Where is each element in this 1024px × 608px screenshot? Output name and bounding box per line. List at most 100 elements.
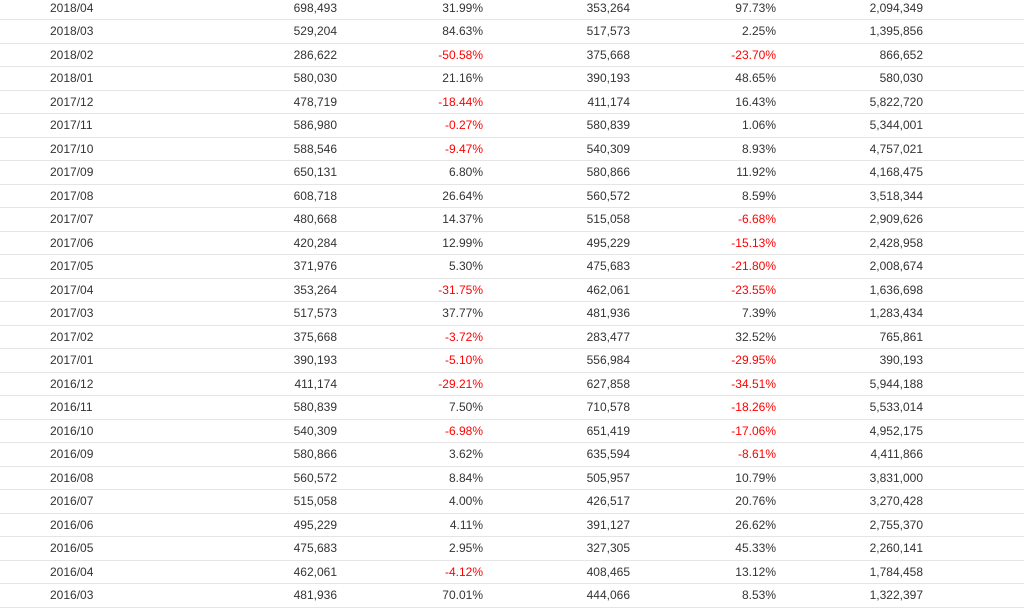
cell-value-a: 495,229 [150,513,337,537]
cell-value-b: 444,066 [483,583,630,608]
cell-change-b: -6.68% [630,207,776,232]
table-row: 2017/02 375,668 -3.72% 283,477 32.52% 765,861… [0,325,1024,349]
cell-value-b: 635,594 [483,442,630,467]
cell-month: 2016/11 [0,395,150,420]
cell-value-a: 580,839 [150,395,337,420]
cell-change-a: 84.63% [337,19,483,44]
cell-change-b: 48.65% [630,66,776,91]
cell-change-b: 20.76% [630,489,776,514]
cell-value-b: 481,936 [483,301,630,326]
cell-cumulative: 1,283,434 [776,301,923,326]
cell-change-b: 16.43% [630,90,776,114]
cell-change-b: 8.53% [630,583,776,608]
cell-change-c: -11.13% [923,254,1024,279]
cell-month: 2018/03 [0,19,150,44]
cell-cumulative: 3,831,000 [776,466,923,490]
cell-change-b: -34.51% [630,372,776,396]
cell-month: 2018/02 [0,43,150,67]
cell-value-a: 286,622 [150,43,337,67]
cell-value-a: 481,936 [150,583,337,608]
cell-cumulative: 2,909,626 [776,207,923,232]
cell-change-c: -3.94% [923,137,1024,161]
cell-change-b: 1.06% [630,113,776,138]
cell-month: 2018/01 [0,66,150,91]
cell-change-a: 2.95% [337,536,483,561]
cell-change-c: -5.52% [923,160,1024,185]
cell-change-c: 48.65% [923,66,1024,91]
cell-change-c: 15.28% [923,583,1024,608]
cell-value-a: 475,683 [150,536,337,561]
cell-change-c: 6.32% [923,395,1024,420]
cell-change-a: -50.58% [337,43,483,67]
cell-value-a: 420,284 [150,231,337,255]
cell-month: 2016/12 [0,372,150,396]
cell-change-c: -8.16% [923,184,1024,208]
cell-value-b: 408,465 [483,560,630,584]
cell-change-b: 7.39% [630,301,776,326]
cell-change-b: 97.73% [630,0,776,20]
cell-cumulative: 1,395,856 [776,19,923,44]
cell-month: 2017/02 [0,325,150,349]
cell-change-a: 7.50% [337,395,483,420]
cell-change-a: 12.99% [337,231,483,255]
cell-cumulative: 580,030 [776,66,923,91]
cell-change-a: 3.62% [337,442,483,467]
table-row: 2017/08 608,718 26.64% 560,572 8.59% 3,518,34… [0,184,1024,208]
cell-month: 2017/07 [0,207,150,232]
cell-cumulative: 3,270,428 [776,489,923,514]
cell-change-a: 14.37% [337,207,483,232]
cell-value-a: 478,719 [150,90,337,114]
cell-cumulative: 390,193 [776,348,923,373]
cell-value-a: 529,204 [150,19,337,44]
cell-month: 2017/05 [0,254,150,279]
cell-change-a: -3.72% [337,325,483,349]
cell-month: 2017/01 [0,348,150,373]
table-row: 2016/03 481,936 70.01% 444,066 8.53% 1,322,39… [0,583,1024,608]
cell-value-b: 505,957 [483,466,630,490]
cell-change-b: 45.33% [630,536,776,561]
cell-value-b: 391,127 [483,513,630,537]
cell-change-c: 27.96% [923,0,1024,20]
cell-cumulative: 4,952,175 [776,419,923,443]
cell-cumulative: 4,411,866 [776,442,923,467]
cell-change-b: -15.13% [630,231,776,255]
table-row: 2016/07 515,058 4.00% 426,517 20.76% 3,270,42… [0,489,1024,514]
cell-cumulative: 2,755,370 [776,513,923,537]
cell-change-c: 21.11% [923,489,1024,514]
table-row: 2016/12 411,174 -29.21% 627,858 -34.51% 5,944… [0,372,1024,396]
cell-month: 2016/05 [0,536,150,561]
cell-change-b: -18.26% [630,395,776,420]
cell-change-a: -5.10% [337,348,483,373]
table-row: 2018/04 698,493 31.99% 353,264 97.73% 2,094,3… [0,0,1024,20]
cell-value-a: 560,572 [150,466,337,490]
cell-value-a: 540,309 [150,419,337,443]
cell-change-c: -2.95% [923,301,1024,326]
cell-month: 2017/04 [0,278,150,302]
cell-value-a: 390,193 [150,348,337,373]
cell-cumulative: 3,518,344 [776,184,923,208]
cell-change-b: -23.70% [630,43,776,67]
cell-change-c: 13.16% [923,43,1024,67]
table-row: 2016/09 580,866 3.62% 635,594 -8.61% 4,411,86… [0,442,1024,467]
table-row: 2016/06 495,229 4.11% 391,127 26.62% 2,755,37… [0,513,1024,537]
cell-value-b: 580,839 [483,113,630,138]
cell-cumulative: 866,652 [776,43,923,67]
cell-change-c: 20.04% [923,536,1024,561]
cell-month: 2016/08 [0,466,150,490]
cell-change-a: -4.12% [337,560,483,584]
table-row: 2017/07 480,668 14.37% 515,058 -6.68% 2,909,6… [0,207,1024,232]
cell-value-b: 556,984 [483,348,630,373]
cell-change-c: -11.85% [923,231,1024,255]
cell-value-a: 480,668 [150,207,337,232]
cell-value-b: 375,668 [483,43,630,67]
cell-change-c: -29.95% [923,348,1024,373]
cell-change-b: 8.59% [630,184,776,208]
table-row: 2018/02 286,622 -50.58% 375,668 -23.70% 866,6… [0,43,1024,67]
cell-month: 2016/03 [0,583,150,608]
cell-month: 2017/10 [0,137,150,161]
cell-value-b: 517,573 [483,19,630,44]
cell-cumulative: 5,944,188 [776,372,923,396]
cell-month: 2016/09 [0,442,150,467]
